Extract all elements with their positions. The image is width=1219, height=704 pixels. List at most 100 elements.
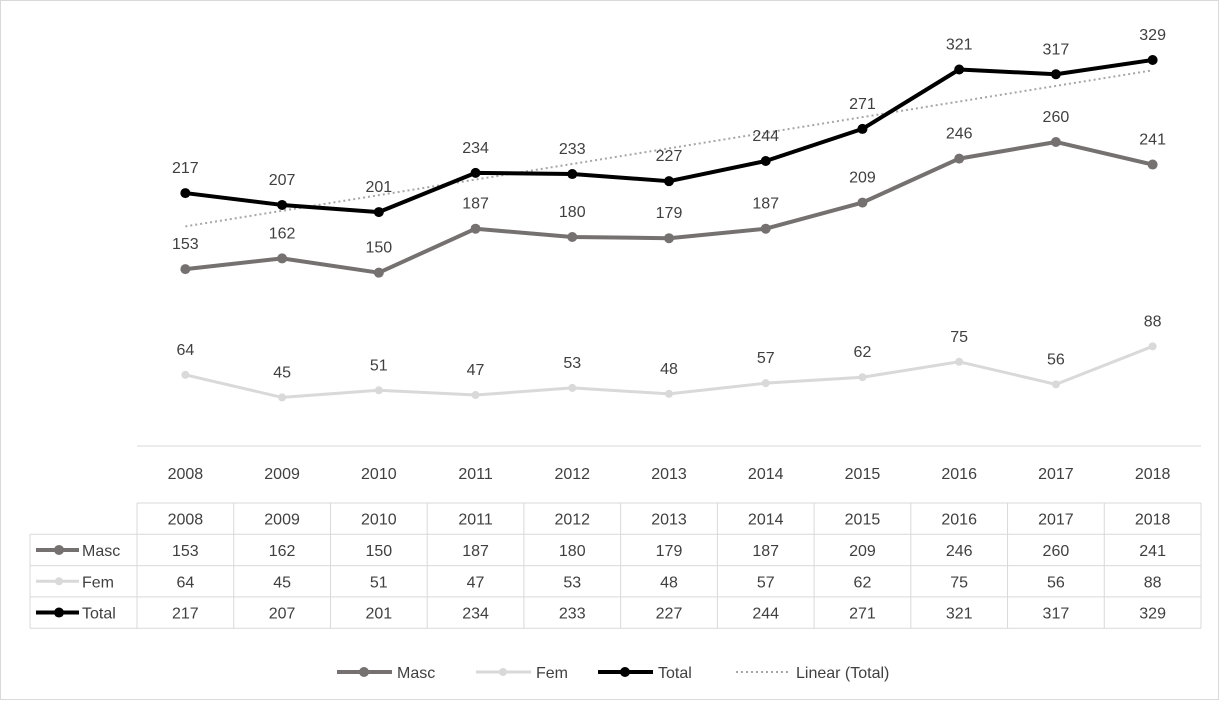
data-point-fem xyxy=(858,373,867,382)
table-value-cell: 47 xyxy=(467,574,485,591)
table-header-cell: 2010 xyxy=(361,512,397,529)
x-tick-label: 2018 xyxy=(1135,466,1171,483)
data-label-fem: 88 xyxy=(1144,313,1162,330)
data-point-fem xyxy=(278,393,287,402)
data-label-masc: 150 xyxy=(365,240,392,257)
data-point-masc xyxy=(470,223,481,234)
legend-key-marker xyxy=(620,667,630,677)
table-row-label: Fem xyxy=(82,574,114,591)
data-label-fem: 51 xyxy=(370,357,388,374)
table-value-cell: 187 xyxy=(462,543,489,560)
data-point-fem xyxy=(761,379,770,388)
x-tick-label: 2014 xyxy=(748,466,784,483)
legend-label: Total xyxy=(658,665,692,682)
data-point-total xyxy=(954,64,965,75)
legend-label: Linear (Total) xyxy=(796,665,889,682)
data-point-total xyxy=(567,169,578,180)
trendline xyxy=(185,69,1153,228)
data-point-masc xyxy=(277,253,288,264)
data-point-masc xyxy=(1147,159,1158,170)
table-value-cell: 179 xyxy=(656,543,683,560)
legend-label: Fem xyxy=(536,665,568,682)
data-label-masc: 241 xyxy=(1139,132,1166,149)
data-label-fem: 48 xyxy=(660,361,678,378)
data-point-fem xyxy=(955,357,964,366)
data-point-masc xyxy=(954,153,965,164)
legend-key-marker xyxy=(499,668,507,676)
x-tick-label: 2017 xyxy=(1038,466,1074,483)
data-point-masc xyxy=(857,197,868,208)
data-label-masc: 187 xyxy=(462,196,489,213)
data-label-fem: 75 xyxy=(950,329,968,346)
table-value-cell: 45 xyxy=(273,574,291,591)
table-header-cell: 2016 xyxy=(941,512,977,529)
table-value-cell: 75 xyxy=(950,574,968,591)
data-label-fem: 62 xyxy=(854,344,872,361)
data-label-total: 217 xyxy=(172,160,199,177)
table-value-cell: 201 xyxy=(365,606,392,623)
data-label-fem: 64 xyxy=(176,342,194,359)
table-value-cell: 246 xyxy=(946,543,973,560)
data-label-total: 234 xyxy=(462,140,489,157)
table-header-cell: 2018 xyxy=(1135,512,1171,529)
data-point-fem xyxy=(181,370,190,379)
data-label-masc: 162 xyxy=(269,225,296,242)
table-value-cell: 217 xyxy=(172,606,199,623)
data-point-masc xyxy=(760,223,771,234)
data-label-total: 207 xyxy=(269,172,296,189)
data-label-total: 329 xyxy=(1139,27,1166,44)
table-value-cell: 209 xyxy=(849,543,876,560)
data-point-total xyxy=(277,199,288,210)
data-label-masc: 180 xyxy=(559,204,586,221)
table-value-cell: 187 xyxy=(752,543,779,560)
x-tick-label: 2008 xyxy=(168,466,204,483)
table-value-cell: 64 xyxy=(176,574,194,591)
data-label-fem: 53 xyxy=(563,355,581,372)
data-label-total: 317 xyxy=(1043,41,1070,58)
data-label-fem: 47 xyxy=(467,362,485,379)
table-header-cell: 2013 xyxy=(651,512,687,529)
data-point-total xyxy=(1050,69,1061,80)
table-value-cell: 53 xyxy=(563,574,581,591)
data-point-fem xyxy=(1148,342,1157,351)
table-row-label: Masc xyxy=(82,543,120,560)
data-point-masc xyxy=(664,233,674,244)
table-value-cell: 57 xyxy=(757,574,775,591)
data-point-fem xyxy=(1051,380,1060,389)
table-legend-key-marker xyxy=(54,607,64,618)
table-header-cell: 2015 xyxy=(845,512,881,529)
data-label-total: 244 xyxy=(752,128,779,145)
data-label-total: 271 xyxy=(849,96,876,113)
data-point-masc xyxy=(1050,136,1061,147)
data-point-fem xyxy=(568,383,577,392)
x-tick-label: 2015 xyxy=(845,466,881,483)
data-label-masc: 153 xyxy=(172,236,199,253)
data-point-fem xyxy=(665,389,673,398)
x-tick-label: 2009 xyxy=(264,466,300,483)
data-point-total xyxy=(470,167,481,178)
table-header-cell: 2012 xyxy=(554,512,590,529)
series-line-total xyxy=(185,58,1153,215)
data-label-fem: 57 xyxy=(757,350,775,367)
data-point-masc xyxy=(567,232,578,243)
table-header-cell: 2017 xyxy=(1038,512,1074,529)
table-value-cell: 162 xyxy=(269,543,296,560)
table-legend-key-marker xyxy=(54,544,64,555)
table-value-cell: 241 xyxy=(1139,543,1166,560)
data-label-total: 233 xyxy=(559,141,586,158)
table-value-cell: 234 xyxy=(462,606,489,623)
table-value-cell: 62 xyxy=(854,574,872,591)
data-point-total xyxy=(664,176,674,187)
data-point-total xyxy=(1147,54,1158,65)
table-value-cell: 51 xyxy=(370,574,388,591)
data-label-fem: 56 xyxy=(1047,351,1065,368)
table-value-cell: 56 xyxy=(1047,574,1065,591)
table-value-cell: 321 xyxy=(946,606,973,623)
legend-label: Masc xyxy=(397,665,435,682)
data-label-total: 201 xyxy=(365,179,392,196)
data-point-total xyxy=(857,123,868,134)
table-value-cell: 329 xyxy=(1139,606,1166,623)
data-point-total xyxy=(180,188,191,199)
